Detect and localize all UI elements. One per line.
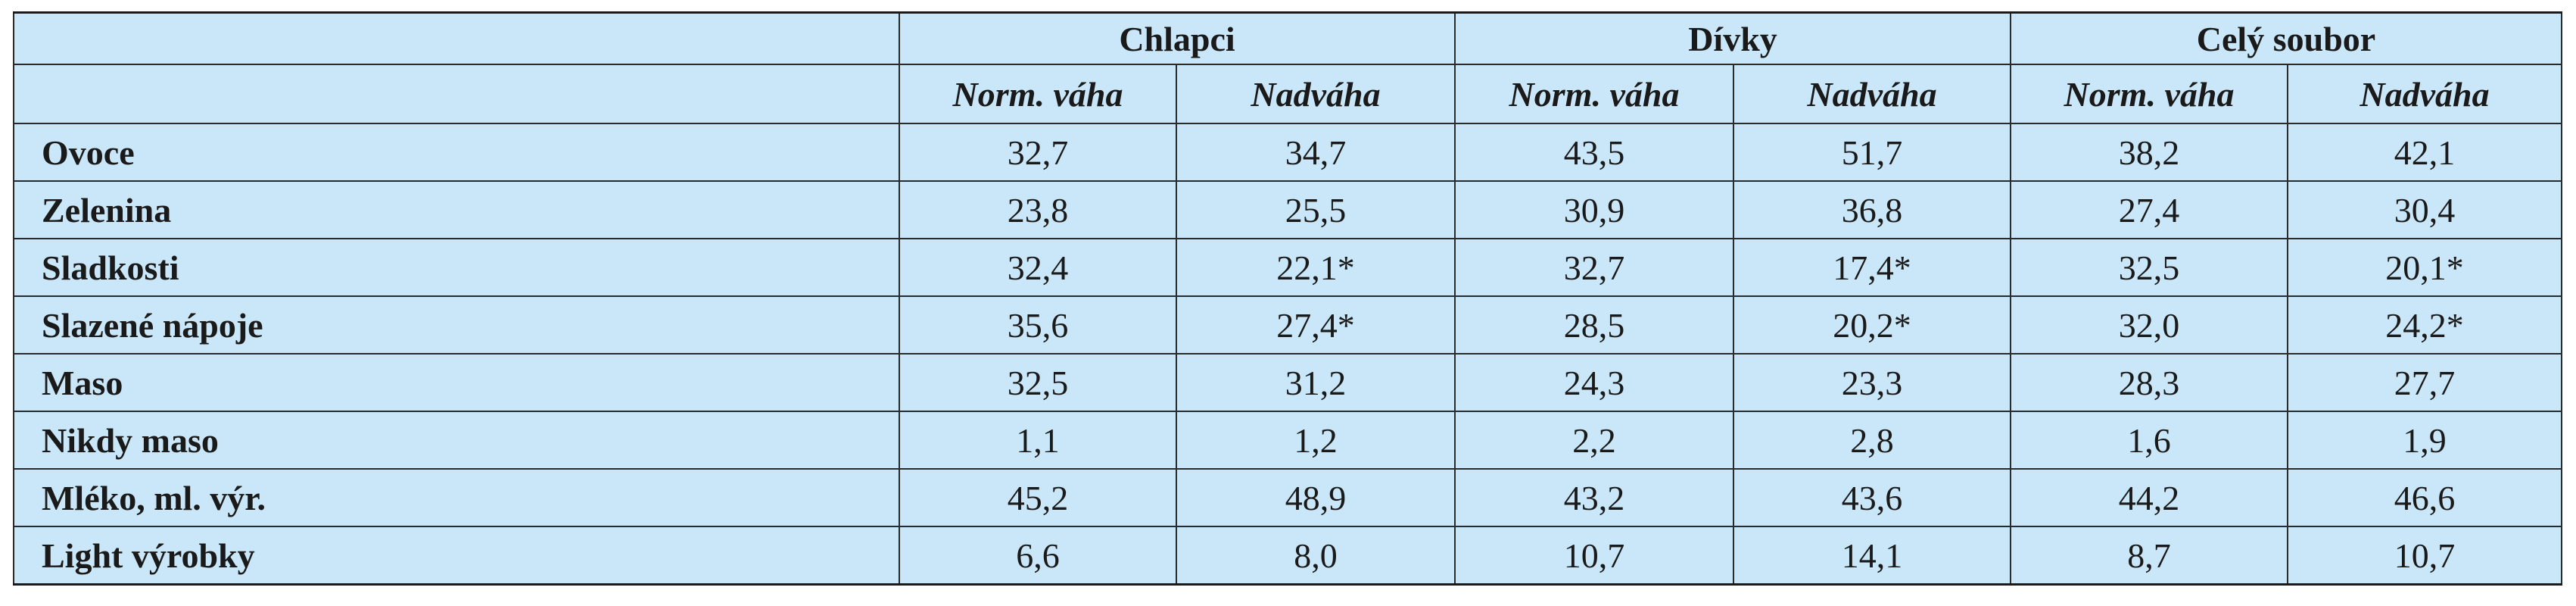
group-header-row: Chlapci Dívky Celý soubor — [13, 11, 2562, 65]
table-cell: 27,4* — [1176, 295, 1456, 355]
subheader-row: Norm. váha Nadváha Norm. váha Nadváha No… — [13, 64, 2562, 124]
table-cell: 8,7 — [2010, 526, 2288, 586]
table-row: Zelenina 23,8 25,5 30,9 36,8 27,4 30,4 — [13, 180, 2562, 239]
table-row: Nikdy maso 1,1 1,2 2,2 2,8 1,6 1,9 — [13, 411, 2562, 470]
group-header-cely-soubor: Celý soubor — [2010, 11, 2562, 65]
table-cell: 32,7 — [1454, 238, 1734, 297]
table-cell: 20,1* — [2287, 238, 2562, 297]
table-cell: 28,3 — [2010, 353, 2288, 412]
table-cell: 23,8 — [899, 180, 1177, 239]
subheader-cell: Nadváha — [1733, 64, 2011, 124]
row-label: Ovoce — [13, 123, 900, 182]
table-cell: 46,6 — [2287, 468, 2562, 527]
table-cell: 24,2* — [2287, 295, 2562, 355]
table-row: Maso 32,5 31,2 24,3 23,3 28,3 27,7 — [13, 353, 2562, 412]
table-row: Mléko, ml. výr. 45,2 48,9 43,2 43,6 44,2… — [13, 468, 2562, 527]
table-cell: 8,0 — [1176, 526, 1456, 586]
table-cell: 32,4 — [899, 238, 1177, 297]
table-cell: 31,2 — [1176, 353, 1456, 412]
row-label: Mléko, ml. výr. — [13, 468, 900, 527]
subheader-cell: Norm. váha — [2010, 64, 2288, 124]
table-cell: 1,1 — [899, 411, 1177, 470]
table-row: Slazené nápoje 35,6 27,4* 28,5 20,2* 32,… — [13, 295, 2562, 355]
table-cell: 32,0 — [2010, 295, 2288, 355]
table-cell: 2,2 — [1454, 411, 1734, 470]
table-cell: 24,3 — [1454, 353, 1734, 412]
table-cell: 22,1* — [1176, 238, 1456, 297]
group-header-chlapci: Chlapci — [899, 11, 1456, 65]
table-cell: 17,4* — [1733, 238, 2011, 297]
table-cell: 2,8 — [1733, 411, 2011, 470]
table-cell: 43,2 — [1454, 468, 1734, 527]
table-row: Ovoce 32,7 34,7 43,5 51,7 38,2 42,1 — [13, 123, 2562, 182]
table-row: Light výrobky 6,6 8,0 10,7 14,1 8,7 10,7 — [13, 526, 2562, 586]
table-cell: 32,5 — [899, 353, 1177, 412]
group-header-divky: Dívky — [1454, 11, 2011, 65]
table-cell: 1,6 — [2010, 411, 2288, 470]
row-label: Slazené nápoje — [13, 295, 900, 355]
table-cell: 35,6 — [899, 295, 1177, 355]
corner-cell-sub — [13, 64, 900, 124]
table-cell: 43,6 — [1733, 468, 2011, 527]
table-cell: 42,1 — [2287, 123, 2562, 182]
table-cell: 45,2 — [899, 468, 1177, 527]
table-cell: 30,4 — [2287, 180, 2562, 239]
data-table: Chlapci Dívky Celý soubor Norm. váha Nad… — [13, 11, 2562, 586]
table-cell: 20,2* — [1733, 295, 2011, 355]
table-cell: 43,5 — [1454, 123, 1734, 182]
row-label: Sladkosti — [13, 238, 900, 297]
table-cell: 25,5 — [1176, 180, 1456, 239]
table-cell: 36,8 — [1733, 180, 2011, 239]
table-cell: 14,1 — [1733, 526, 2011, 586]
table-cell: 48,9 — [1176, 468, 1456, 527]
table-cell: 44,2 — [2010, 468, 2288, 527]
table-cell: 38,2 — [2010, 123, 2288, 182]
table-cell: 1,2 — [1176, 411, 1456, 470]
subheader-cell: Norm. váha — [1454, 64, 1734, 124]
subheader-cell: Norm. váha — [899, 64, 1177, 124]
table-cell: 27,4 — [2010, 180, 2288, 239]
table-cell: 30,9 — [1454, 180, 1734, 239]
table-cell: 34,7 — [1176, 123, 1456, 182]
table-cell: 23,3 — [1733, 353, 2011, 412]
row-label: Maso — [13, 353, 900, 412]
table-cell: 10,7 — [1454, 526, 1734, 586]
table-row: Sladkosti 32,4 22,1* 32,7 17,4* 32,5 20,… — [13, 238, 2562, 297]
table-cell: 32,5 — [2010, 238, 2288, 297]
table-cell: 6,6 — [899, 526, 1177, 586]
corner-cell — [13, 11, 900, 65]
table-cell: 27,7 — [2287, 353, 2562, 412]
subheader-cell: Nadváha — [1176, 64, 1456, 124]
table-cell: 32,7 — [899, 123, 1177, 182]
row-label: Nikdy maso — [13, 411, 900, 470]
table-cell: 1,9 — [2287, 411, 2562, 470]
subheader-cell: Nadváha — [2287, 64, 2562, 124]
row-label: Zelenina — [13, 180, 900, 239]
table-cell: 10,7 — [2287, 526, 2562, 586]
data-table-container: Chlapci Dívky Celý soubor Norm. váha Nad… — [13, 11, 2562, 586]
table-cell: 51,7 — [1733, 123, 2011, 182]
row-label: Light výrobky — [13, 526, 900, 586]
table-cell: 28,5 — [1454, 295, 1734, 355]
